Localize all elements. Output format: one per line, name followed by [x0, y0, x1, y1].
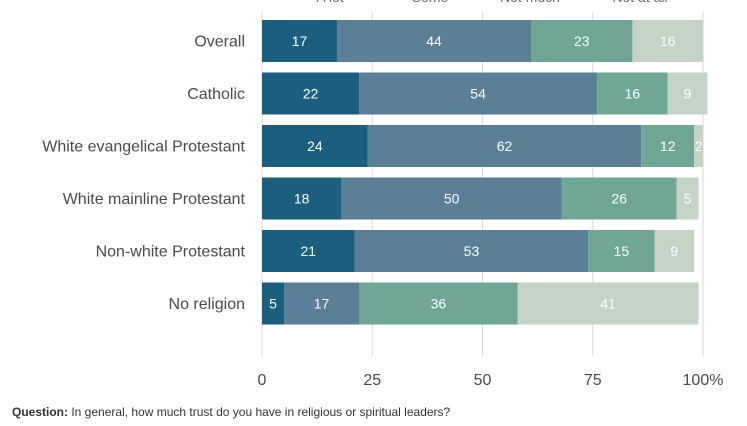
bar-segment	[262, 125, 368, 167]
data-label: 62	[497, 138, 513, 154]
data-label: 12	[660, 138, 676, 154]
data-label: 24	[307, 138, 323, 154]
question-label: Question:	[12, 405, 68, 419]
data-label: 22	[303, 86, 319, 102]
legend-label-0: A lot	[316, 0, 343, 5]
bar-segment	[561, 177, 677, 220]
data-label: 53	[464, 243, 480, 259]
bar-segment	[336, 20, 532, 62]
bar-segment	[676, 177, 699, 220]
bar-segment	[341, 177, 562, 220]
bar-segment	[262, 72, 360, 115]
data-label: 50	[444, 191, 460, 207]
stacked-bar-chart: A lotSomeNot muchNot at allOverall174423…	[42, 0, 724, 389]
data-label: 26	[611, 191, 627, 207]
category-label: White mainline Protestant	[63, 191, 246, 208]
category-label: No religion	[169, 296, 245, 313]
legend-label-2: Not much	[500, 0, 560, 5]
data-label: 36	[431, 296, 447, 312]
question-text: In general, how much trust do you have i…	[71, 405, 451, 419]
x-tick-label: 100%	[683, 372, 724, 389]
data-label: 9	[684, 86, 692, 102]
data-label: 54	[470, 86, 486, 102]
x-tick-label: 25	[363, 372, 381, 389]
category-label: Non-white Protestant	[96, 244, 246, 261]
x-tick-label: 50	[474, 372, 492, 389]
data-label: 17	[314, 296, 330, 312]
bar-segment	[531, 20, 633, 62]
x-tick-label: 0	[258, 372, 267, 389]
data-label: 44	[426, 33, 442, 49]
bar-segment	[694, 125, 703, 167]
bar-segment	[262, 177, 342, 220]
data-label: 17	[292, 33, 308, 49]
bar-segment	[632, 20, 703, 62]
legend-label-3: Not at all	[612, 0, 667, 5]
data-label: 5	[269, 296, 277, 312]
bar-segment	[654, 230, 695, 272]
bar-segment	[354, 230, 589, 272]
data-label: 16	[660, 33, 676, 49]
bar-segment	[597, 72, 668, 115]
bar-segment	[359, 282, 518, 325]
category-label: Overall	[194, 34, 245, 51]
bar-segment	[262, 20, 337, 62]
bar-segment	[359, 72, 598, 115]
data-label: 18	[294, 191, 310, 207]
category-label: Catholic	[187, 86, 245, 103]
data-label: 2	[695, 138, 703, 154]
data-label: 23	[574, 33, 590, 49]
bar-segment	[641, 125, 695, 167]
bar-segment	[284, 282, 360, 325]
bar-segment	[262, 282, 285, 325]
data-label: 9	[670, 243, 678, 259]
data-label: 5	[684, 191, 692, 207]
data-label: 15	[614, 243, 630, 259]
data-label: 41	[600, 296, 616, 312]
data-label: 16	[625, 86, 641, 102]
bar-segment	[262, 230, 355, 272]
bar-segment	[667, 72, 708, 115]
bar-segment	[517, 282, 699, 325]
question-note: Question: In general, how much trust do …	[12, 405, 450, 419]
legend-label-1: Some	[412, 0, 449, 5]
category-label: White evangelical Protestant	[42, 139, 245, 156]
x-tick-label: 75	[584, 372, 602, 389]
bar-segment	[588, 230, 655, 272]
bar-segment	[367, 125, 642, 167]
data-label: 21	[301, 243, 317, 259]
